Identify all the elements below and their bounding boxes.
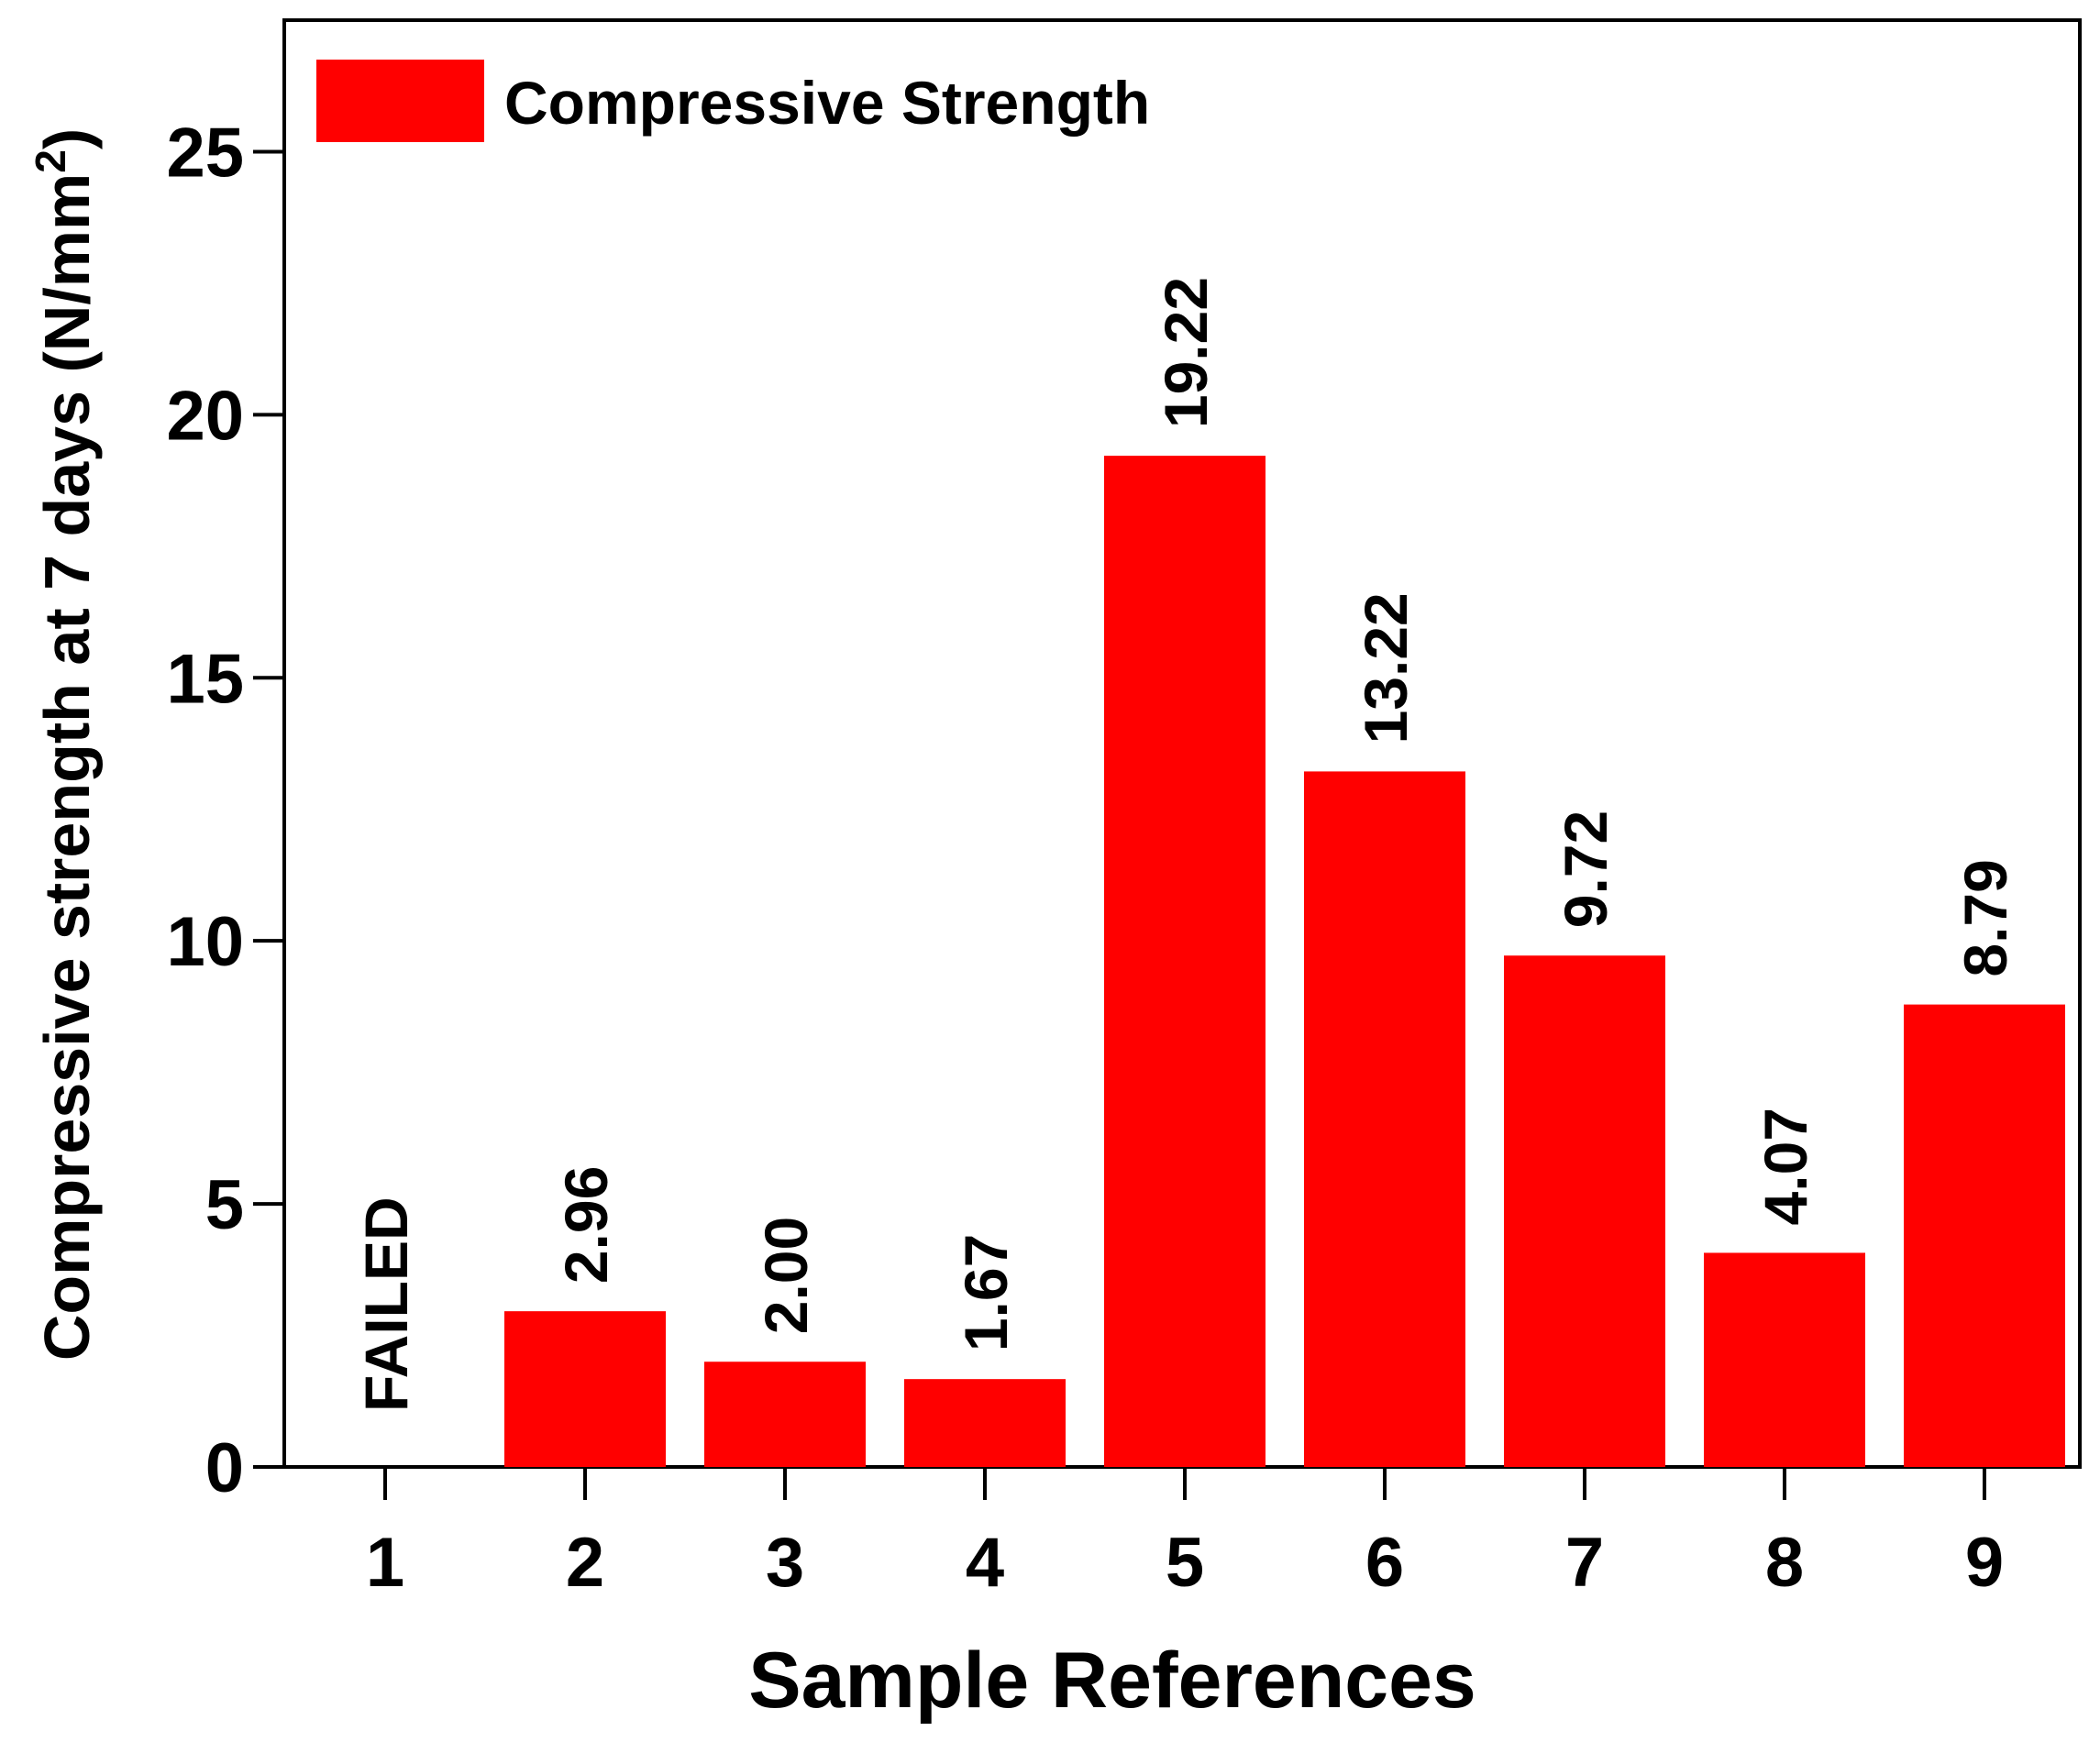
bar-value-label: FAILED — [352, 1196, 420, 1412]
y-tick-label: 20 — [166, 377, 244, 455]
bar-value-label: 13.22 — [1352, 592, 1420, 744]
bar-value-label: 1.67 — [952, 1234, 1020, 1351]
bar — [1904, 1004, 2065, 1467]
y-axis-title-superscript: 2 — [27, 149, 74, 173]
bar — [1504, 955, 1665, 1467]
bar — [1104, 456, 1266, 1467]
y-tick-label: 25 — [166, 114, 244, 192]
bar — [1304, 771, 1465, 1467]
x-axis-title: Sample References — [748, 1637, 1476, 1725]
y-tick-label: 15 — [166, 640, 244, 718]
bar-value-label: 4.07 — [1752, 1108, 1819, 1225]
y-tick-label: 10 — [166, 903, 244, 981]
x-tick-label: 6 — [1365, 1524, 1404, 1602]
bar-series — [504, 456, 2065, 1467]
x-tick-label: 7 — [1565, 1524, 1604, 1602]
bar — [904, 1379, 1066, 1467]
x-tick-label: 3 — [766, 1524, 804, 1602]
x-tick-label: 9 — [1965, 1524, 2004, 1602]
bar-labels: FAILED 2.96 2.00 1.67 19.22 13.22 9.72 4.07 8.79 — [352, 277, 2019, 1412]
x-tick-label: 5 — [1166, 1524, 1204, 1602]
bar-value-label: 19.22 — [1152, 277, 1220, 428]
y-axis-title-main: Compressive strength at 7 days (N/mm — [31, 173, 103, 1361]
y-tick-label: 5 — [205, 1166, 244, 1244]
x-tick-label: 1 — [366, 1524, 404, 1602]
bar-value-label: 8.79 — [1951, 859, 2019, 976]
bar-value-label: 2.00 — [752, 1217, 820, 1334]
bar — [1704, 1252, 1865, 1467]
y-axis-title: Compressive strength at 7 days (N/mm2) — [27, 128, 103, 1361]
legend-swatch — [316, 60, 484, 142]
legend-label: Compressive Strength — [504, 69, 1150, 137]
legend: Compressive Strength — [316, 60, 1150, 142]
x-tick-label: 8 — [1765, 1524, 1804, 1602]
y-tick-label: 0 — [205, 1429, 244, 1507]
x-tick-label: 2 — [566, 1524, 604, 1602]
y-axis-title-end: ) — [31, 128, 103, 149]
bar-value-label: 2.96 — [552, 1166, 620, 1284]
x-axis: 1 2 3 4 5 6 7 8 9 — [366, 1467, 2004, 1602]
bar — [704, 1362, 866, 1467]
bar — [504, 1311, 666, 1467]
bar-value-label: 9.72 — [1552, 810, 1619, 928]
y-axis: 0 5 10 15 20 25 — [166, 114, 284, 1507]
x-tick-label: 4 — [966, 1524, 1004, 1602]
